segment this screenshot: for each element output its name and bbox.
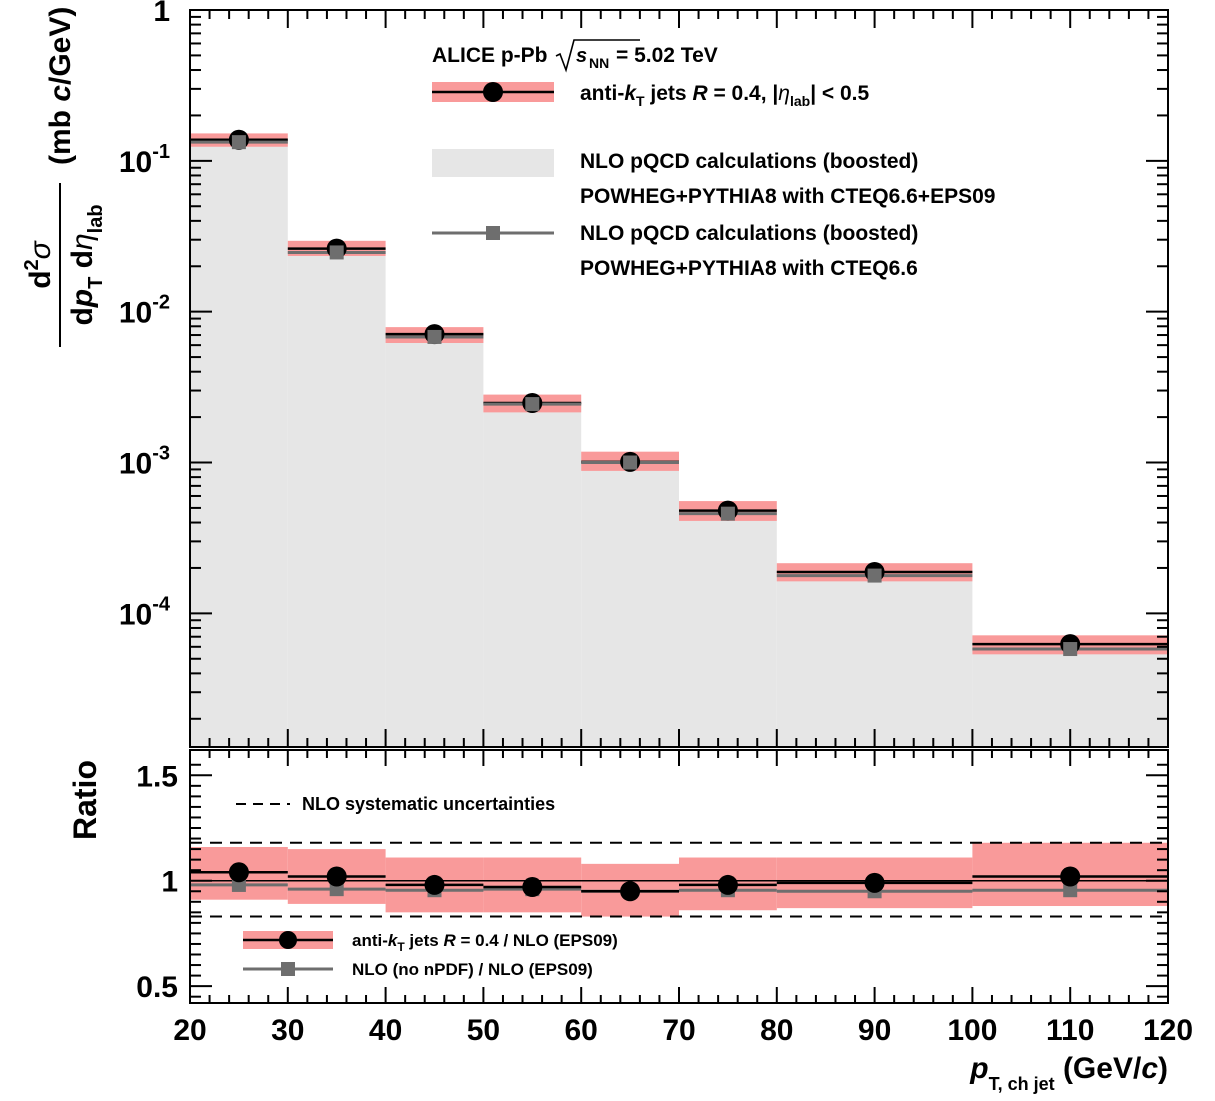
ratio-y-tick-label: 1.5 (136, 760, 178, 793)
ratio-legend-entry2: NLO (no nPDF) / NLO (EPS09) (352, 960, 593, 979)
spectrum-y-tick-labels: 1 10-1 10-2 10-3 10-4 (119, 0, 171, 631)
legend-entry-data: anti-kT jets R = 0.4, |ηlab| < 0.5 (432, 82, 870, 109)
nlo-eps09-bar (483, 403, 582, 747)
ratio-data-point (424, 874, 445, 895)
legend-entry-nlo-cteq: NLO pQCD calculations (boosted) POWHEG+P… (432, 222, 918, 280)
nlo-eps09-bar (679, 511, 777, 747)
nlo-cteq-marker (525, 397, 540, 412)
nlo-sys-legend: NLO systematic uncertainties (236, 794, 555, 814)
legend-entry3-line2: POWHEG+PYTHIA8 with CTEQ6.6 (580, 257, 918, 280)
x-tick-label: 40 (369, 1014, 402, 1047)
legend-entry3-line1: NLO pQCD calculations (boosted) (580, 222, 918, 245)
legend-entry2-line1: NLO pQCD calculations (boosted) (580, 150, 918, 173)
x-tick-label: 30 (271, 1014, 304, 1047)
ratio-data-point (326, 866, 347, 887)
sqrt-s-symbol: s NN = 5.02 TeV (555, 39, 718, 73)
nlo-eps09-bar (287, 251, 386, 748)
ratio-data-point (522, 877, 543, 898)
legend-data-marker (483, 82, 503, 102)
legend-entry2-line2: POWHEG+PYTHIA8 with CTEQ6.6+EPS09 (580, 185, 995, 208)
x-tick-label: 70 (662, 1014, 695, 1047)
nlo-eps09-bar (776, 571, 973, 747)
ratio-data-point (228, 862, 249, 883)
x-axis-title: pT, ch jet (GeV/c) (969, 1052, 1168, 1094)
nlo-cteq-marker (623, 455, 638, 470)
y-title-unit: (mb c/GeV) (44, 7, 77, 165)
ratio-y-tick-labels: 0.5 1 1.5 (136, 760, 178, 1004)
ratio-nlo-marker (1063, 883, 1078, 898)
y-tick-label: 1 (153, 0, 170, 28)
ratio-legend-nlo-marker (281, 962, 295, 976)
svg-text:NN: NN (589, 55, 609, 71)
y-tick-label: 10-2 (119, 292, 170, 330)
ratio-plot-area (190, 841, 1168, 918)
ratio-y-axis-title: Ratio (67, 760, 103, 840)
spectrum-axis-ticks (189, 9, 1169, 747)
x-tick-label: 20 (173, 1014, 206, 1047)
legend-entry-data-label: anti-kT jets R = 0.4, |ηlab| < 0.5 (580, 82, 870, 109)
spectrum-legend: ALICE p-Pb s NN = 5.02 TeV anti-kT jets … (432, 39, 995, 280)
nlo-cteq-marker (1063, 642, 1078, 657)
x-tick-label: 50 (467, 1014, 500, 1047)
nlo-cteq-marker (867, 568, 882, 583)
legend-band-box (432, 149, 554, 177)
legend-entry-nlo-eps09: NLO pQCD calculations (boosted) POWHEG+P… (432, 149, 995, 208)
legend-header: ALICE p-Pb (432, 44, 548, 67)
ratio-data-point (717, 874, 738, 895)
svg-text:= 5.02 TeV: = 5.02 TeV (616, 44, 718, 67)
svg-text:s: s (576, 45, 587, 67)
ratio-y-tick-label: 0.5 (136, 971, 178, 1004)
x-tick-label: 80 (760, 1014, 793, 1047)
nlo-eps09-bar (385, 335, 484, 747)
ratio-y-tick-label: 1 (161, 866, 178, 899)
nlo-sys-label: NLO systematic uncertainties (302, 794, 555, 814)
legend-nlo-marker (486, 226, 500, 240)
ratio-legend-data-marker (279, 931, 297, 949)
y-tick-label: 10-3 (119, 443, 170, 481)
x-tick-label: 110 (1046, 1014, 1094, 1047)
ratio-axis-ticks (189, 750, 1169, 1003)
y-title-denominator: dpT dηlab (66, 204, 107, 325)
x-tick-label: 120 (1143, 1014, 1193, 1047)
ratio-data-point (1060, 866, 1081, 887)
x-tick-label: 90 (858, 1014, 891, 1047)
nlo-cteq-marker (329, 245, 344, 260)
nlo-cteq-marker (720, 506, 735, 521)
nlo-eps09-bar (190, 142, 288, 747)
spectrum-y-axis-title: d2σ dpT dηlab (mb c/GeV) (21, 7, 107, 347)
nlo-eps09-bar (581, 461, 679, 747)
y-tick-label: 10-4 (119, 593, 171, 631)
ratio-legend-entry1: anti-kT jets R = 0.4 / NLO (EPS09) (352, 931, 618, 954)
nlo-cteq-marker (427, 329, 442, 344)
x-tick-label: 100 (947, 1014, 997, 1047)
x-tick-label: 60 (565, 1014, 598, 1047)
nlo-cteq-marker (231, 135, 246, 150)
ratio-data-point (620, 881, 641, 902)
y-tick-label: 10-1 (119, 141, 170, 179)
y-title-numerator: d2σ (21, 239, 57, 288)
ratio-legend: anti-kT jets R = 0.4 / NLO (EPS09) NLO (… (243, 931, 618, 979)
x-tick-labels: 20 30 40 50 60 70 80 90 100 110 120 (173, 1014, 1193, 1047)
ratio-data-point (864, 872, 885, 893)
